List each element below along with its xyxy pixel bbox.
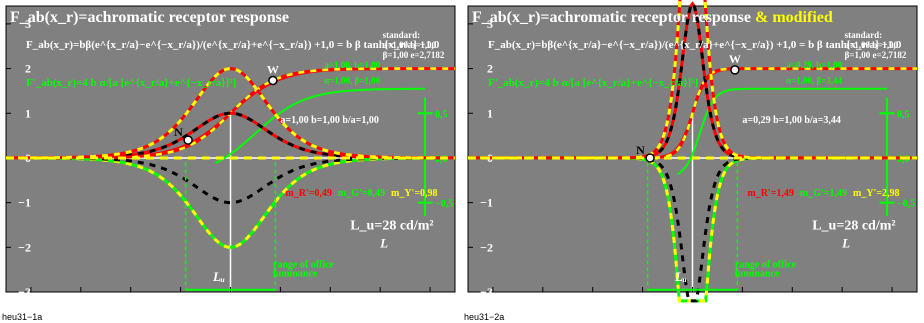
x-tick-label: −4 (487, 293, 500, 307)
right-tick-label: −0,5 (897, 199, 915, 210)
standard-line: a=1,00 b=1,00 (845, 40, 899, 50)
x-tick-label: 2 (327, 293, 333, 307)
params-green-label-2: α=1,00, β=3,44 (786, 76, 843, 86)
right-tick-label: 0,5 (435, 109, 448, 120)
footer-label-right: heu31−2a (464, 312, 505, 322)
x-tick-label-zero: xᵤ=0 (217, 293, 240, 307)
params-green-label: a=1,00, b=1,00 (324, 60, 380, 70)
x-tick-label: 3 (377, 293, 383, 307)
x-tick-label: −4 (25, 293, 38, 307)
formula-response: F_ab(x_r)=bβ(e^{x_r/a}−e^{−x_r/a})/(e^{x… (26, 39, 440, 51)
point-W-marker (730, 65, 740, 75)
range-label-line1: range of office (735, 259, 797, 270)
x-tick-label: −2 (124, 293, 137, 307)
x-axis-label: x_r=log[L/L_u] (825, 293, 905, 307)
x-tick-label: 1 (277, 293, 283, 307)
y-tick-label: −3 (480, 285, 493, 299)
formula-derivative: F'_ab(x_r)=4 b α/[a [e^{x_r/a}+e^{−x_r/a… (488, 77, 698, 89)
luminance-Lu-label: Lᵤ (212, 269, 225, 284)
point-N-label: N (174, 125, 183, 139)
x-tick-label: −3 (74, 293, 87, 307)
m-value-mY: m_Y'=2,98 (853, 188, 900, 199)
right-tick-label: −0,5 (435, 199, 453, 210)
m-value-mG: m_G'=0,49 (338, 188, 385, 199)
y-tick-label: 1 (487, 106, 493, 120)
point-N-label: N (636, 143, 645, 157)
range-label-line1: range of office (273, 259, 335, 270)
point-N-marker (645, 153, 655, 163)
y-tick-label: 2 (25, 62, 31, 76)
params-green-label-2: α=1,00, β=1,00 (324, 76, 381, 86)
range-label-line2: luminance (273, 268, 318, 279)
chart-title: F_ab(x_r)=achromatic receptor response &… (472, 9, 833, 26)
y-tick-label: 1 (25, 106, 31, 120)
params-white-label: a=1,00 b=1,00 b/a=1,00 (280, 115, 379, 126)
standard-line: standard: (383, 30, 421, 40)
m-values-label: m_R'=0,49 m_G'=0,49 m_Y'=0,98 (285, 188, 437, 199)
luminance-axis-L: L (841, 235, 850, 250)
x-tick-label: −1 (174, 293, 187, 307)
standard-line: standard: (845, 30, 883, 40)
luminance-label: L_u=28 cd/m² (812, 218, 895, 233)
x-tick-label: 4 (427, 293, 433, 307)
chart-title-extra: & modified (751, 9, 833, 26)
green-response-curve (215, 87, 426, 164)
right-tick-label: 0,5 (897, 109, 910, 120)
x-tick-label: 1 (739, 293, 745, 307)
luminance-axis-L: L (379, 235, 388, 250)
y-tick-label: −3 (18, 285, 31, 299)
x-tick-label: −2 (586, 293, 599, 307)
m-value-mR: m_R'=1,49 (747, 188, 794, 199)
luminance-label: L_u=28 cd/m² (350, 218, 433, 233)
y-tick-label: −1 (480, 196, 493, 210)
formula-derivative: F'_ab(x_r)=4 b α/[a [e^{x_r/a}+e^{−x_r/a… (26, 77, 236, 89)
point-W-marker (268, 75, 278, 86)
range-label-line2: luminance (735, 268, 780, 279)
chart-panel-left: −4−3−2−11234xᵤ=0−3−2−101230,50,0−0,5rang… (2, 5, 456, 322)
footer-label-left: heu31−1a (2, 312, 43, 322)
point-W-label: W (267, 62, 279, 76)
x-tick-label: −1 (636, 293, 649, 307)
x-tick-label: 4 (889, 293, 895, 307)
standard-line: β=1,00 e=2,7182 (383, 50, 445, 60)
y-tick-label: −2 (480, 240, 493, 254)
params-white-label: a=0,29 b=1,00 b/a=3,44 (742, 115, 841, 126)
x-tick-label: −3 (536, 293, 549, 307)
y-tick-label: −1 (18, 196, 31, 210)
m-values-label: m_R'=1,49 m_G'=1,49 m_Y'=2,98 (747, 188, 899, 199)
x-tick-label: 2 (789, 293, 795, 307)
standard-line: a=1,00 b=1,00 (383, 40, 437, 50)
chart-svg-right: −4−3−2−11234xᵤ=0−3−2−101230,50,0−0,5rang… (467, 0, 918, 307)
y-tick-label: 3 (25, 17, 31, 31)
point-N-marker (183, 135, 193, 145)
chart-svg-left: −4−3−2−11234xᵤ=0−3−2−101230,50,0−0,5rang… (5, 5, 456, 307)
chart-title: F_ab(x_r)=achromatic receptor response (10, 9, 289, 26)
y-tick-label: 3 (487, 17, 493, 31)
x-axis-label: x_r=log[L/L_u] (363, 293, 443, 307)
y-tick-label: 2 (487, 62, 493, 76)
luminance-Lu-label: Lᵤ (674, 269, 687, 284)
x-tick-label: 3 (839, 293, 845, 307)
m-value-mY: m_Y'=0,98 (391, 188, 438, 199)
m-value-mG: m_G'=1,49 (800, 188, 847, 199)
m-value-mR: m_R'=0,49 (285, 188, 332, 199)
formula-response: F_ab(x_r)=bβ(e^{x_r/a}−e^{−x_r/a})/(e^{x… (488, 39, 902, 51)
y-tick-label: −2 (18, 240, 31, 254)
params-green-label: a=0,29, b=1,00 (786, 60, 842, 70)
green-response-curve (677, 87, 888, 175)
point-W-label: W (729, 52, 741, 66)
chart-panel-right: −4−3−2−11234xᵤ=0−3−2−101230,50,0−0,5rang… (462, 0, 924, 323)
standard-line: β=1,00 e=2,7182 (845, 50, 907, 60)
